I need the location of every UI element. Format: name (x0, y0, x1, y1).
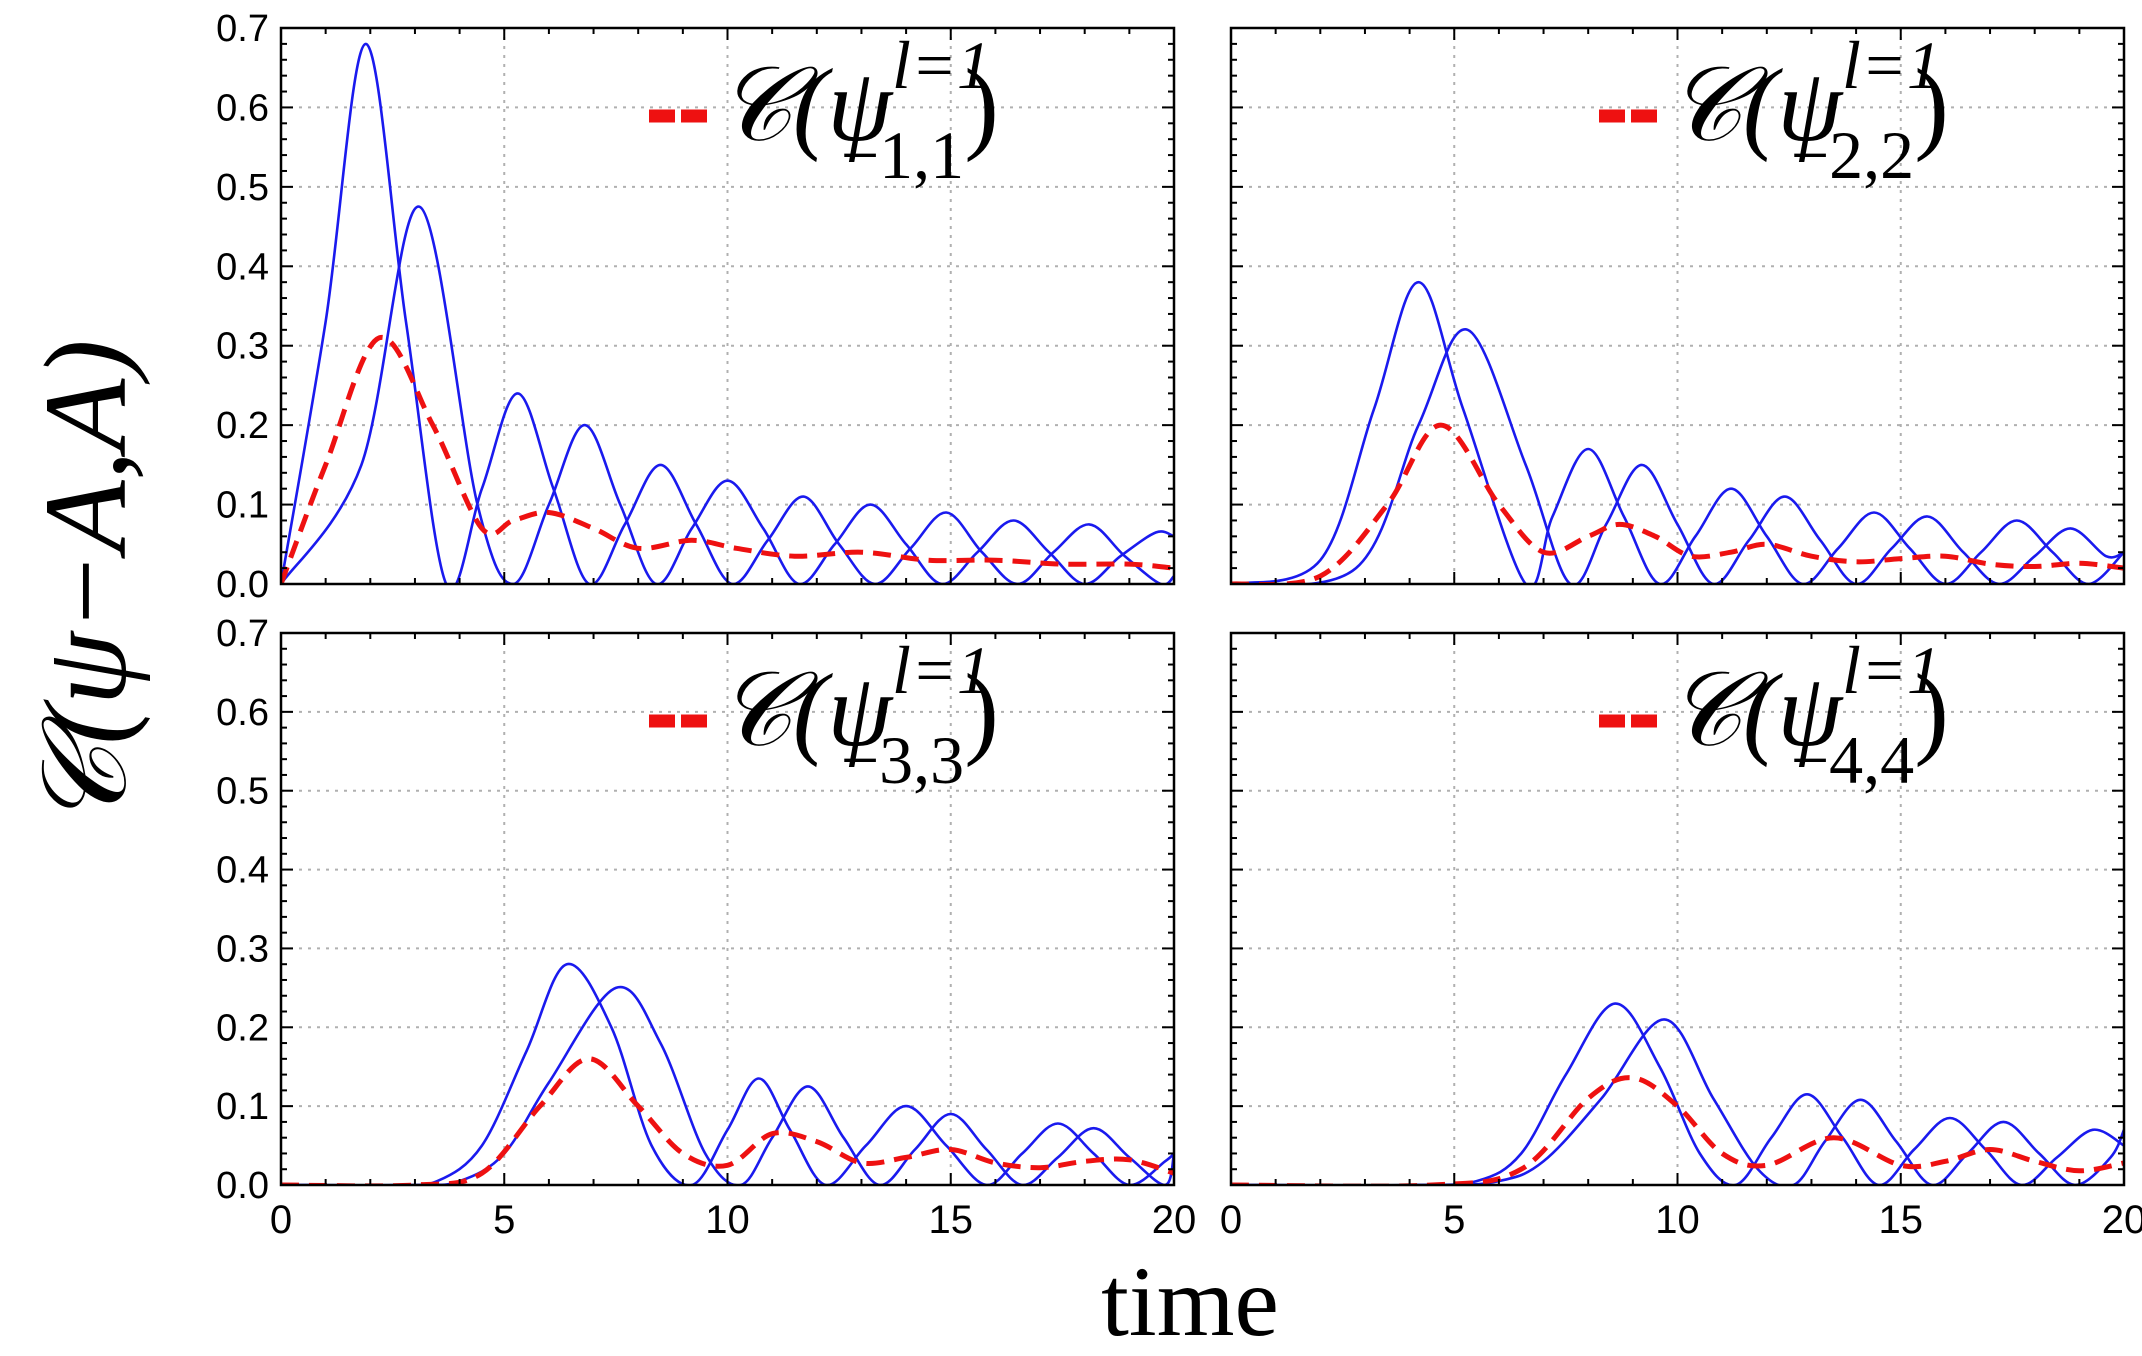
legend-label: 𝒞(ψl=1 −4,4) (1667, 632, 1949, 798)
panels: 0.00.10.20.30.40.50.60.7𝒞(ψl=1 −1,1) 𝒞(ψl=… (216, 8, 2142, 1242)
legend-label: 𝒞(ψl=1 −2,2) (1667, 27, 1949, 193)
y-tick-label: 0.2 (216, 1007, 269, 1049)
x-tick-label: 10 (1655, 1198, 1700, 1242)
x-tick-label: 10 (705, 1198, 750, 1242)
x-tick-label: 5 (1443, 1198, 1465, 1242)
y-tick-label: 0.4 (216, 246, 269, 288)
legend-label-prefix: 𝒞(ψ (1667, 48, 1844, 163)
series-line-concurrence-b (281, 985, 1174, 1185)
y-tick-label: 0.7 (216, 8, 269, 50)
legend-label-suffix: ) (964, 48, 999, 163)
x-tick-label: 5 (493, 1198, 515, 1242)
legend-label-sup: l=1 (892, 632, 991, 708)
panel-bottom-right: 0 5 10 15 20 𝒞(ψl=1 −4,4) (1220, 631, 2142, 1242)
y-tick-label: 0.6 (216, 87, 269, 129)
series-line-concurrence-b (281, 205, 1174, 584)
legend: 𝒞(ψl=1 −4,4) (1599, 632, 1949, 798)
legend-label-suffix: ) (1914, 48, 1949, 163)
legend-label-sub: −3,3 (841, 722, 964, 798)
y-tick-label: 0.1 (216, 1086, 269, 1128)
x-tick-label: 20 (1152, 1198, 1197, 1242)
y-tick-label: 0.3 (216, 326, 269, 368)
x-tick-label: 20 (2102, 1198, 2142, 1242)
legend-label: 𝒞(ψl=1 −3,3) (717, 632, 999, 798)
y-axis-title: 𝒞(ψ−A,A) (20, 339, 151, 830)
x-tick-label: 15 (1879, 1198, 1924, 1242)
series-line-concurrence-a (281, 962, 1174, 1185)
y-tick-label: 0.0 (216, 564, 269, 606)
series-line-concurrence-avg (281, 1056, 1174, 1185)
series-line-concurrence-b (1231, 328, 2124, 584)
x-axis-title: time (1101, 1246, 1279, 1356)
legend-label-sup: l=1 (1842, 27, 1941, 103)
series-line-concurrence-avg (281, 335, 1174, 584)
legend: 𝒞(ψl=1 −1,1) (649, 27, 999, 193)
legend-label-sub: −1,1 (841, 117, 964, 193)
y-tick-label: 0.1 (216, 485, 269, 527)
series-line-concurrence-avg (1231, 422, 2124, 584)
panel-top-left: 0.0 0.1 0.2 0.3 0.4 0.5 0.6 0.7 𝒞(ψl=1 −1,1) (216, 8, 1176, 606)
series-line-concurrence-a (1231, 1002, 2124, 1185)
y-tick-label: 0.5 (216, 167, 269, 209)
legend-label-sup: l=1 (892, 27, 991, 103)
legend-label-sub: −4,4 (1791, 722, 1914, 798)
legend-label-prefix: 𝒞(ψ (1667, 653, 1844, 768)
x-tick-label: 15 (929, 1198, 974, 1242)
panel-bottom-left: 0.0 0.1 0.2 0.3 0.4 0.5 0.6 0.7 0 5 10 15 20 𝒞(ψl=1 −3… (216, 613, 1196, 1242)
legend: 𝒞(ψl=1 −2,2) (1599, 27, 1949, 193)
y-tick-label: 0.5 (216, 771, 269, 813)
y-tick-label: 0.0 (216, 1165, 269, 1207)
y-tick-label: 0.6 (216, 692, 269, 734)
y-tick-label: 0.7 (216, 613, 269, 655)
legend-label-sup: l=1 (1842, 632, 1941, 708)
legend-label-sub: −2,2 (1791, 117, 1914, 193)
y-tick-label: 0.3 (216, 928, 269, 970)
x-tick-label: 0 (270, 1198, 292, 1242)
legend-label-prefix: 𝒞(ψ (717, 48, 894, 163)
legend: 𝒞(ψl=1 −3,3) (649, 632, 999, 798)
legend-label: 𝒞(ψl=1 −1,1) (717, 27, 999, 193)
y-tick-label: 0.4 (216, 850, 269, 892)
panel-top-right: 𝒞(ψl=1 −2,2) (1229, 26, 2126, 586)
legend-label-prefix: 𝒞(ψ (717, 653, 894, 768)
legend-label-suffix: ) (1914, 653, 1949, 768)
y-tick-label: 0.2 (216, 405, 269, 447)
legend-label-suffix: ) (964, 653, 999, 768)
x-tick-label: 0 (1220, 1198, 1242, 1242)
y-axis-title-text: 𝒞(ψ−A,A) (20, 339, 151, 830)
